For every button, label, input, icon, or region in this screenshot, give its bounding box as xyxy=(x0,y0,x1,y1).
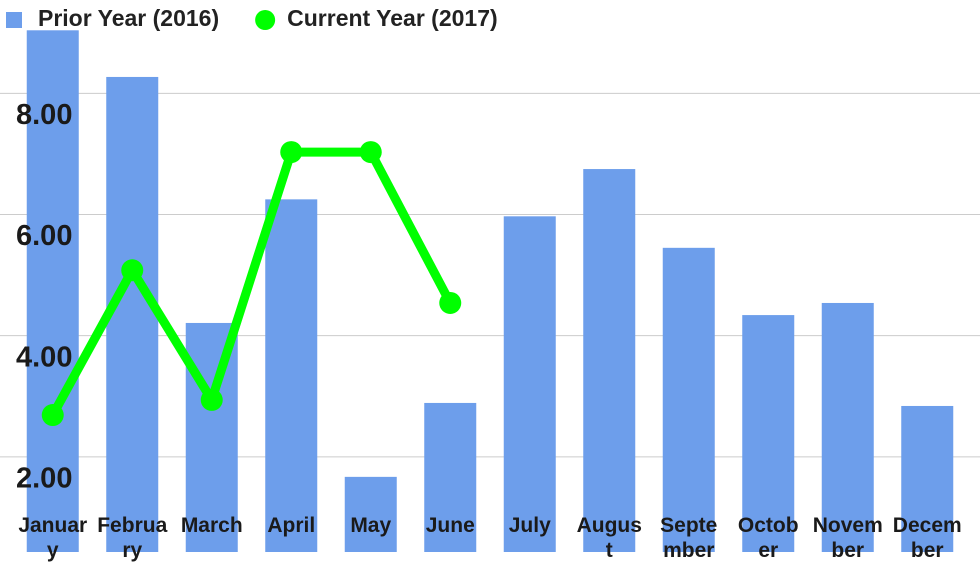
line-point xyxy=(439,291,462,314)
bar xyxy=(344,476,397,552)
bar xyxy=(742,315,795,552)
y-tick-label: 6.00 xyxy=(16,220,72,252)
x-tick-label: April xyxy=(267,514,316,537)
x-tick-label: March xyxy=(180,514,243,537)
line xyxy=(48,147,455,418)
line-point xyxy=(41,404,64,427)
x-tick-label: May xyxy=(350,514,392,537)
bar xyxy=(424,402,477,552)
line-point xyxy=(200,388,223,411)
bar xyxy=(901,405,954,552)
legend-swatch xyxy=(6,12,22,28)
bar xyxy=(265,199,318,552)
x-tick-label: January xyxy=(18,514,88,562)
legend-label: Prior Year (2016) xyxy=(38,5,219,31)
bar xyxy=(503,216,556,552)
x-tick-label: July xyxy=(508,514,551,537)
x-tick-label: November xyxy=(812,514,883,562)
line-point xyxy=(280,141,303,164)
bar xyxy=(26,30,79,552)
line-point xyxy=(359,141,382,164)
bar xyxy=(662,247,715,552)
x-tick-label: August xyxy=(576,514,642,562)
x-tick-label: June xyxy=(425,514,475,537)
legend-swatch xyxy=(255,10,276,30)
x-tick-label: October xyxy=(737,514,799,562)
bar xyxy=(821,302,874,552)
bar xyxy=(185,322,238,552)
y-tick-label: 4.00 xyxy=(16,341,72,373)
line-point xyxy=(121,259,144,282)
x-tick-label: September xyxy=(660,514,718,562)
y-tick-label: 8.00 xyxy=(16,99,72,131)
x-tick-label: December xyxy=(892,514,962,562)
bar xyxy=(106,76,159,552)
x-tick-label: February xyxy=(97,514,168,562)
bar xyxy=(583,169,636,552)
y-tick-label: 2.00 xyxy=(16,463,72,495)
legend-label: Current Year (2017) xyxy=(287,5,498,31)
